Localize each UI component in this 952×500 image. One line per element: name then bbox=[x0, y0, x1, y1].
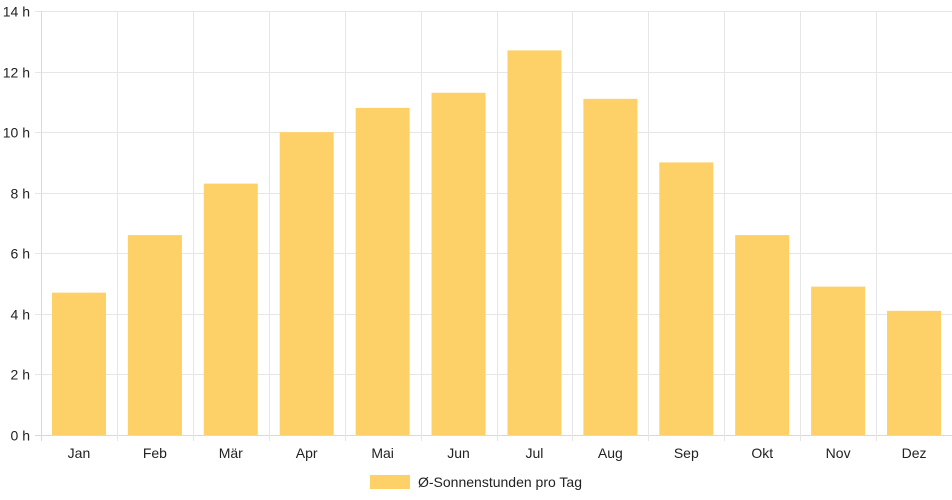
x-tick-label: Apr bbox=[296, 445, 318, 461]
x-tick-label: Jun bbox=[447, 445, 470, 461]
bar-aug[interactable] bbox=[583, 98, 638, 435]
bar-jun[interactable] bbox=[431, 92, 486, 436]
y-tick-label: 6 h bbox=[11, 246, 30, 262]
x-tick-label: Dez bbox=[902, 445, 927, 461]
x-tick-label: Feb bbox=[143, 445, 167, 461]
axes: 0 h 2 h 4 h 6 h 8 h 10 h 12 h 14 h Jan Feb Mär Apr M… bbox=[3, 4, 927, 462]
grid bbox=[35, 11, 952, 441]
bar-mai[interactable] bbox=[355, 107, 410, 436]
x-tick-label: Jan bbox=[68, 445, 91, 461]
x-tick-label: Mär bbox=[219, 445, 243, 461]
bar-feb[interactable] bbox=[127, 235, 182, 435]
y-tick-label: 2 h bbox=[11, 367, 30, 383]
x-tick-label: Mai bbox=[371, 445, 394, 461]
y-tick-label: 12 h bbox=[3, 65, 30, 81]
y-tick-label: 10 h bbox=[3, 125, 30, 141]
y-tick-label: 14 h bbox=[3, 4, 30, 20]
x-tick-label: Jul bbox=[526, 445, 544, 461]
bar-okt[interactable] bbox=[735, 235, 790, 435]
y-tick-label: 4 h bbox=[11, 307, 30, 323]
legend-label: Ø-Sonnenstunden pro Tag bbox=[418, 474, 582, 490]
bar-dez[interactable] bbox=[887, 310, 942, 435]
bar-jul[interactable] bbox=[507, 50, 562, 435]
bar-apr[interactable] bbox=[279, 132, 334, 435]
x-tick-label: Aug bbox=[598, 445, 623, 461]
legend-swatch bbox=[370, 475, 410, 489]
bar-jan[interactable] bbox=[51, 292, 106, 435]
bar-sep[interactable] bbox=[659, 162, 714, 435]
x-tick-label: Sep bbox=[674, 445, 699, 461]
legend[interactable]: Ø-Sonnenstunden pro Tag bbox=[370, 474, 582, 490]
bar-mär[interactable] bbox=[203, 183, 258, 435]
x-tick-label: Okt bbox=[751, 445, 773, 461]
y-tick-label: 0 h bbox=[11, 428, 30, 444]
y-tick-label: 8 h bbox=[11, 186, 30, 202]
bars bbox=[51, 50, 942, 436]
x-tick-label: Nov bbox=[826, 445, 851, 461]
bar-nov[interactable] bbox=[811, 286, 866, 435]
